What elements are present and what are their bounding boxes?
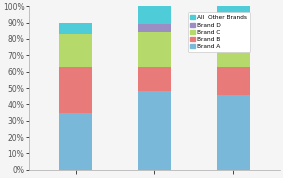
Bar: [138, 24, 171, 32]
Legend: All  Other Brands, Brand D, Brand C, Brand B, Brand A: All Other Brands, Brand D, Brand C, Bran…: [188, 12, 250, 52]
Bar: [138, 67, 171, 91]
Bar: [59, 112, 92, 170]
Bar: [216, 42, 250, 67]
Bar: [216, 19, 250, 42]
Bar: [138, 32, 171, 67]
Bar: [216, 6, 250, 19]
Bar: [138, 91, 171, 170]
Bar: [59, 67, 92, 112]
Bar: [59, 34, 92, 67]
Bar: [138, 6, 171, 24]
Bar: [216, 95, 250, 170]
Bar: [59, 23, 92, 34]
Bar: [216, 67, 250, 95]
